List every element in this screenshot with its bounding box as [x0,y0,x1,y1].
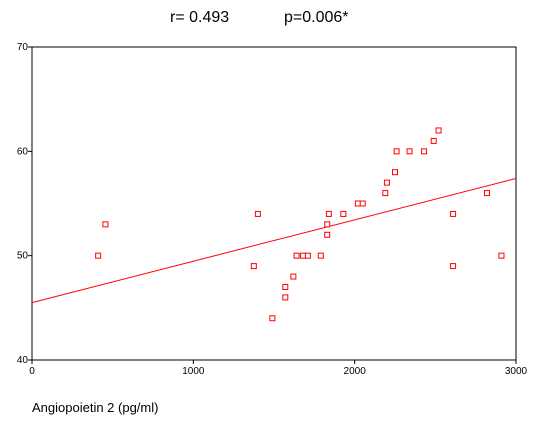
data-point [250,263,257,270]
data-point [325,210,332,217]
data-point [406,148,413,155]
data-point [435,127,442,134]
data-point [393,148,400,155]
correlation-r-label: r= 0.493 [170,9,229,26]
data-point [483,190,490,197]
x-tick-label: 3000 [505,366,528,377]
data-point [450,210,457,217]
data-point [392,169,398,176]
data-point [282,294,289,301]
x-tick-label: 2000 [344,366,367,377]
x-axis-label: Angiopoietin 2 (pg/ml) [32,400,158,415]
data-point [290,273,297,280]
data-point [324,231,331,238]
y-tick-label: 60 [17,146,29,157]
data-point [300,252,307,259]
data-points [95,127,505,322]
data-point [269,315,276,322]
plot-frame [31,46,517,361]
correlation-p-label: p=0.006* [284,9,349,26]
x-tick-label: 0 [29,366,35,377]
data-point [317,252,324,259]
data-point [450,263,457,270]
data-point [324,221,331,228]
x-axis: 0 1000 2000 3000 [29,360,528,377]
data-point [102,221,109,228]
data-point [430,137,437,144]
data-point [254,210,261,217]
data-point [354,200,361,207]
data-point [359,200,366,207]
data-point [421,148,428,155]
data-point [498,252,505,259]
data-point [282,283,289,290]
data-point [304,252,311,259]
data-point [293,252,300,259]
data-point [95,252,102,259]
y-tick-label: 50 [17,251,29,262]
x-tick-label: 1000 [182,366,205,377]
y-tick-label: 40 [17,355,29,366]
regression-line [31,177,517,304]
data-point [383,179,390,186]
y-axis: 40 50 60 70 [17,42,32,366]
y-tick-label: 70 [17,42,29,53]
data-point [382,190,389,197]
data-point [340,210,347,217]
